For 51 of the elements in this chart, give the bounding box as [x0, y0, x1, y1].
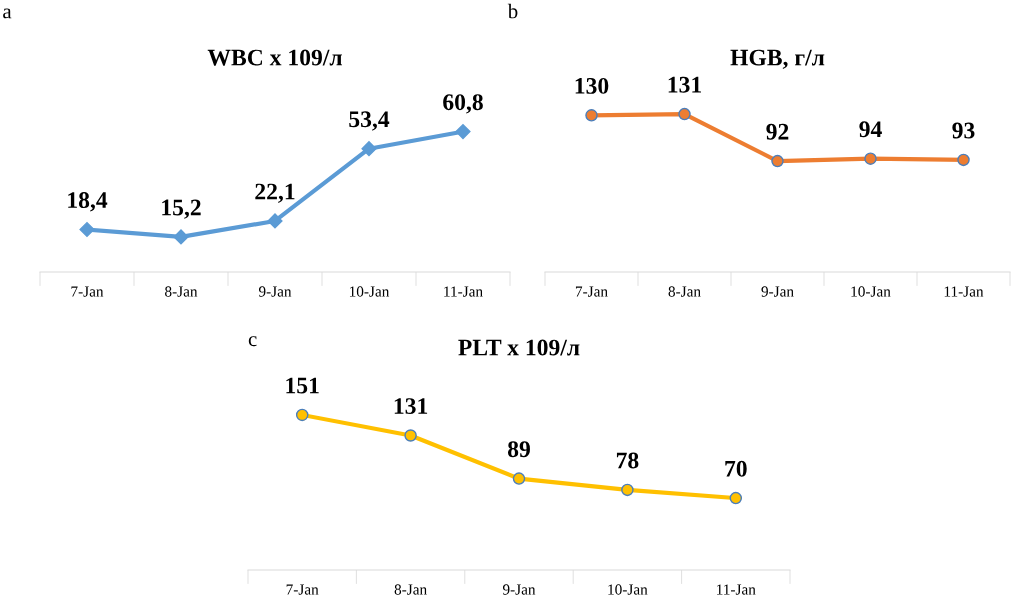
x-tick-label: 11-Jan: [444, 286, 483, 297]
data-label: 53,4: [349, 111, 390, 131]
point: [729, 491, 743, 505]
data-label: 15,2: [162, 199, 201, 219]
x-tick-label: 11-Jan: [717, 584, 756, 595]
x-tick-label: 10-Jan: [349, 286, 390, 297]
data-label: 131: [668, 76, 701, 93]
x-tick-label: 7-Jan: [575, 286, 608, 297]
data-label: 78: [616, 452, 639, 469]
chart-title: HGB, г/л: [730, 49, 825, 69]
chart-title: PLT x 109/л: [458, 339, 580, 356]
point: [295, 408, 309, 422]
x-tick-label: 10-Jan: [608, 584, 648, 595]
point: [79, 221, 95, 238]
point: [404, 429, 417, 442]
text: c: [248, 336, 257, 347]
data-label: 130: [575, 77, 609, 94]
data-label: 70: [725, 460, 747, 477]
data-label: 60,8: [443, 94, 483, 114]
x-tick-label: 9-Jan: [761, 286, 794, 297]
data-label: 18,4: [68, 192, 108, 212]
x-tick-label: 7-Jan: [286, 584, 319, 595]
point: [771, 154, 784, 168]
data-label: 22,1: [255, 183, 295, 203]
x-tick-label: 11-Jan: [944, 286, 984, 297]
x-tick-label: 8-Jan: [668, 286, 701, 297]
data-label: 89: [507, 441, 530, 458]
x-tick-label: 9-Jan: [502, 584, 536, 595]
point: [361, 141, 377, 157]
point: [864, 152, 877, 165]
x-tick-label: 7-Jan: [71, 286, 104, 297]
text: b: [507, 3, 518, 19]
text: a: [3, 8, 12, 19]
point: [585, 109, 598, 122]
chart-title: WBC x 109/л: [207, 49, 342, 66]
point: [957, 153, 970, 167]
point: [173, 229, 189, 245]
point: [621, 483, 634, 497]
x-tick-label: 10-Jan: [851, 286, 891, 297]
point: [678, 107, 691, 121]
data-label: 92: [766, 123, 789, 140]
data-label: 151: [286, 377, 319, 394]
point: [267, 213, 283, 229]
x-tick-label: 9-Jan: [258, 286, 292, 297]
data-label: 93: [952, 122, 975, 139]
x-tick-label: 8-Jan: [165, 286, 198, 297]
data-label: 131: [394, 398, 428, 415]
point: [512, 472, 526, 485]
data-label: 94: [859, 121, 882, 138]
point: [455, 124, 471, 140]
x-tick-label: 8-Jan: [394, 584, 427, 595]
